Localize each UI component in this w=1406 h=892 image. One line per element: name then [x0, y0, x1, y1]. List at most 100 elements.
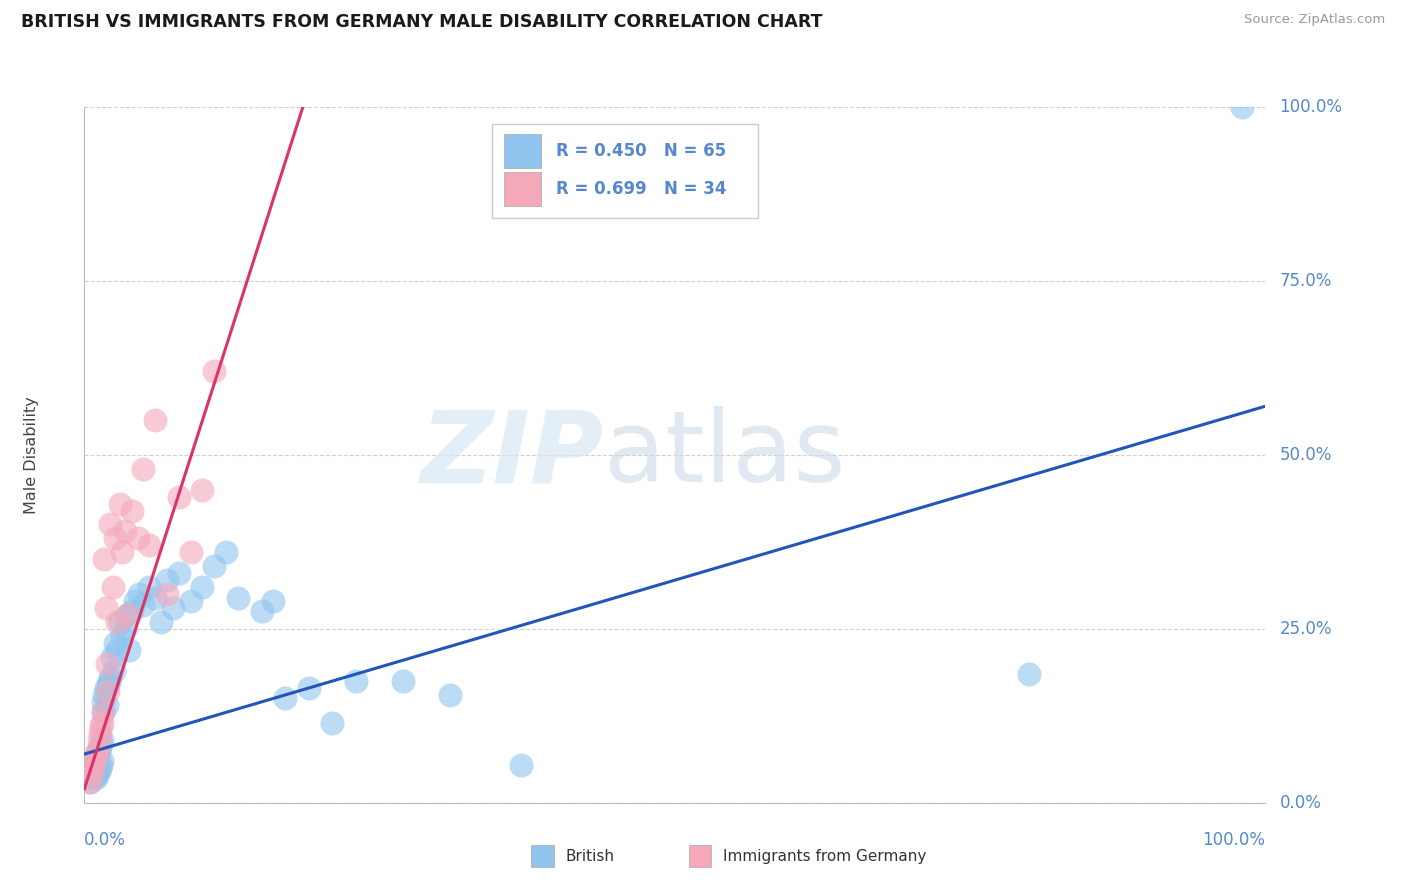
Point	[100, 649, 122, 664]
Text: 0.0%: 0.0%	[84, 830, 127, 848]
Point	[250, 605, 273, 619]
Point	[143, 591, 166, 605]
Text: 100.0%: 100.0%	[1202, 830, 1265, 848]
Point	[84, 754, 107, 768]
Point	[104, 532, 127, 546]
Text: 50.0%: 50.0%	[1279, 446, 1331, 464]
Point	[392, 674, 415, 689]
Point	[108, 615, 131, 629]
Point	[91, 706, 114, 720]
Point	[103, 664, 125, 678]
Point	[98, 671, 121, 685]
Point	[138, 580, 160, 594]
Point	[510, 757, 533, 772]
Point	[79, 775, 101, 789]
Point	[80, 772, 103, 786]
Point	[89, 740, 111, 755]
Point	[94, 681, 117, 695]
Point	[138, 538, 160, 552]
Point	[132, 598, 155, 612]
Text: R = 0.450   N = 65: R = 0.450 N = 65	[555, 142, 725, 160]
Point	[87, 764, 110, 779]
Point	[91, 754, 114, 768]
Point	[143, 413, 166, 427]
Point	[84, 768, 107, 782]
Point	[262, 594, 284, 608]
Point	[162, 601, 184, 615]
Point	[118, 642, 141, 657]
Point	[128, 587, 150, 601]
Point	[101, 580, 124, 594]
Point	[107, 615, 129, 629]
Point	[93, 552, 115, 566]
Point	[156, 587, 179, 601]
Point	[84, 764, 107, 779]
Text: Immigrants from Germany: Immigrants from Germany	[723, 849, 927, 863]
Point	[115, 607, 138, 622]
Point	[90, 719, 112, 733]
Bar	[503, 172, 541, 206]
Point	[80, 768, 103, 782]
Point	[91, 733, 114, 747]
Point	[1230, 100, 1253, 114]
Point	[86, 744, 108, 758]
Text: 75.0%: 75.0%	[1279, 272, 1331, 290]
Point	[90, 757, 112, 772]
Bar	[531, 846, 554, 867]
Point	[91, 695, 114, 709]
Point	[87, 744, 110, 758]
Point	[202, 364, 225, 378]
Point	[111, 545, 134, 559]
Point	[82, 768, 104, 782]
Point	[97, 677, 120, 691]
Point	[83, 757, 105, 772]
Text: ZIP: ZIP	[420, 407, 605, 503]
Point	[180, 545, 202, 559]
Text: R = 0.699   N = 34: R = 0.699 N = 34	[555, 180, 725, 198]
Point	[91, 706, 114, 720]
Point	[86, 768, 108, 782]
Point	[96, 657, 118, 671]
Point	[94, 601, 117, 615]
Point	[93, 688, 115, 702]
Point	[321, 715, 343, 730]
Point	[83, 754, 105, 768]
Point	[86, 747, 108, 761]
Point	[127, 532, 149, 546]
Point	[226, 591, 249, 605]
Point	[84, 772, 107, 786]
Point	[83, 768, 105, 782]
Point	[191, 580, 214, 594]
Point	[124, 594, 146, 608]
Point	[439, 688, 461, 702]
Point	[98, 674, 121, 689]
Text: British: British	[565, 849, 614, 863]
Text: atlas: atlas	[605, 407, 845, 503]
Bar	[689, 846, 711, 867]
Point	[84, 750, 107, 764]
Point	[1018, 667, 1040, 681]
Point	[111, 629, 134, 643]
FancyBboxPatch shape	[492, 124, 758, 219]
Point	[104, 636, 127, 650]
Point	[114, 622, 136, 636]
Point	[108, 497, 131, 511]
Point	[84, 747, 107, 761]
Point	[91, 715, 114, 730]
Text: 0.0%: 0.0%	[1279, 794, 1322, 812]
Point	[115, 607, 138, 622]
Point	[121, 605, 143, 619]
Point	[344, 674, 367, 689]
Point	[215, 545, 238, 559]
Point	[132, 462, 155, 476]
Point	[84, 750, 107, 764]
Point	[202, 559, 225, 574]
Text: 25.0%: 25.0%	[1279, 620, 1331, 638]
Point	[89, 761, 111, 775]
Point	[298, 681, 321, 695]
Point	[82, 761, 104, 775]
Point	[274, 691, 297, 706]
Point	[97, 684, 120, 698]
Text: Source: ZipAtlas.com: Source: ZipAtlas.com	[1244, 13, 1385, 27]
Point	[107, 642, 129, 657]
